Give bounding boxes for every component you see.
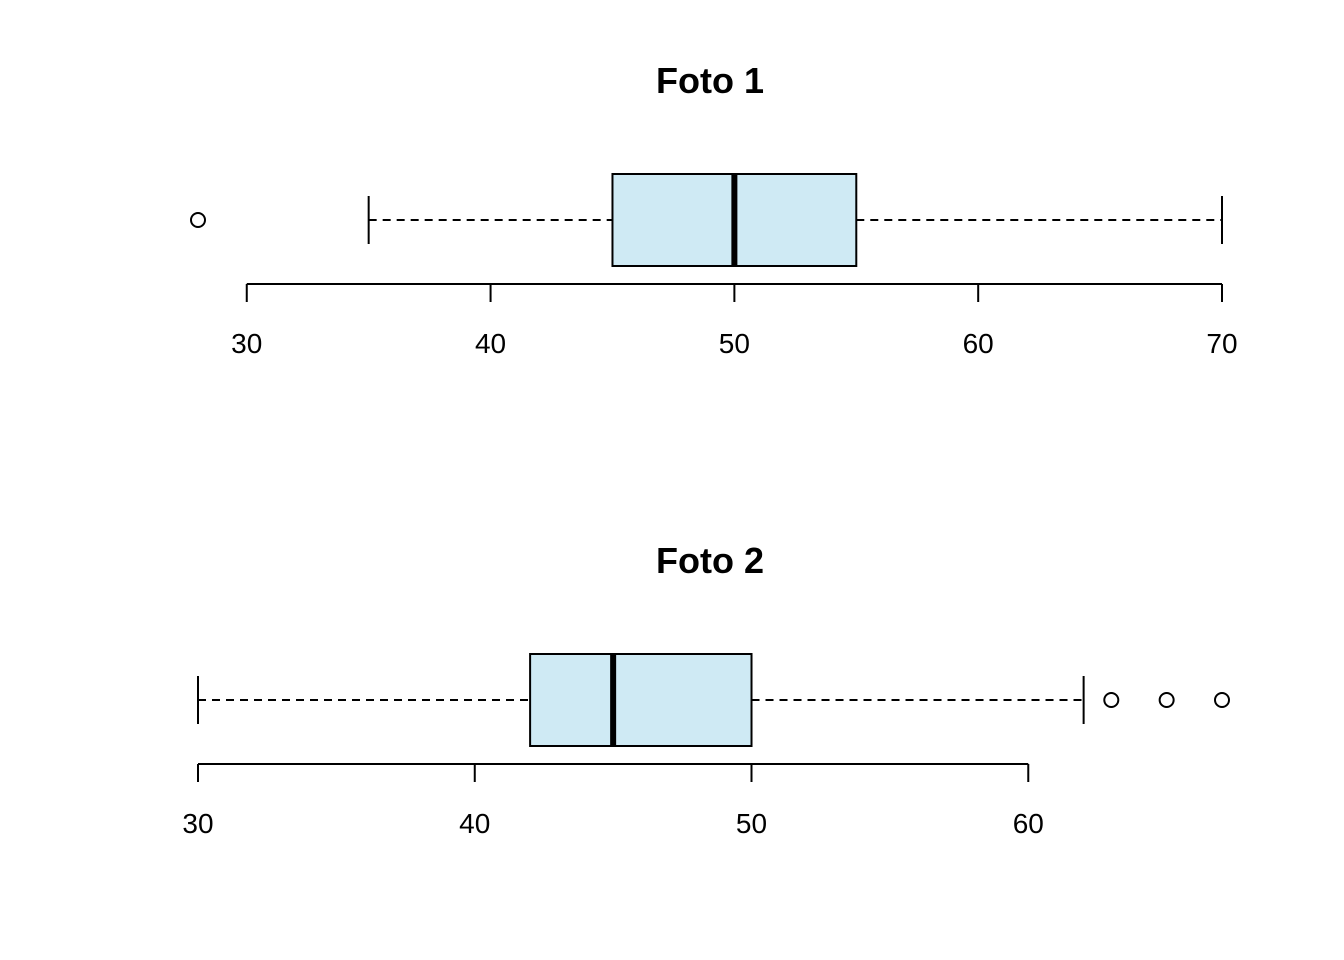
outlier-point [190, 212, 206, 228]
chart-title: Foto 2 [656, 540, 764, 581]
x-tick-label: 30 [231, 328, 262, 359]
x-tick-label: 50 [719, 328, 750, 359]
chart-title: Foto 1 [656, 60, 764, 101]
x-tick-label: 40 [475, 328, 506, 359]
x-tick-label: 60 [963, 328, 994, 359]
iqr-box [529, 653, 753, 747]
panel-foto-1: Foto 1 30 40 50 60 70 [190, 60, 1238, 359]
x-tick-label: 70 [1206, 328, 1237, 359]
x-tick-label: 50 [736, 808, 767, 839]
x-tick-label: 40 [459, 808, 490, 839]
outlier-point [1103, 692, 1120, 708]
x-tick-label: 30 [182, 808, 213, 839]
outlier-point [1158, 692, 1175, 708]
x-tick-label: 60 [1013, 808, 1044, 839]
outlier-point [1214, 692, 1230, 708]
panel-foto-2: Foto 2 30 40 50 60 [182, 540, 1230, 839]
